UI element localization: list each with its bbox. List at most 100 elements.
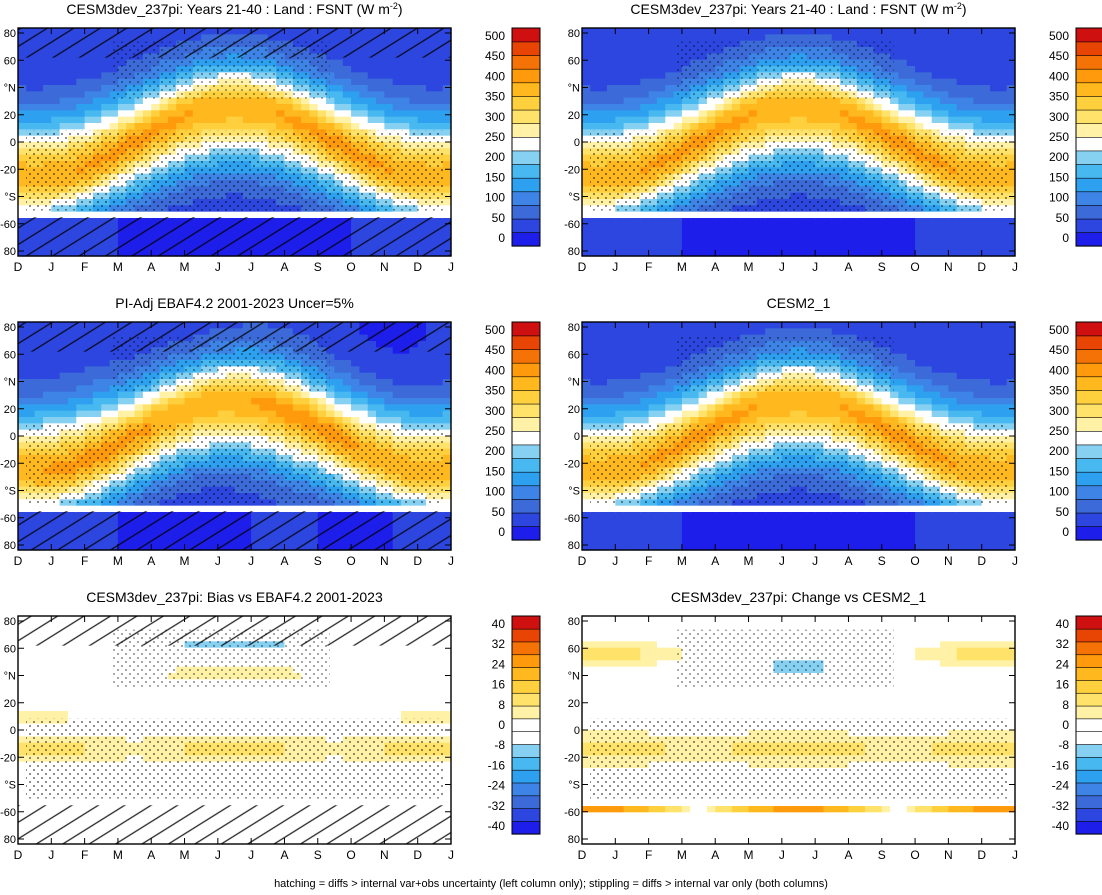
heatmap-cell [923,116,933,124]
heatmap-cell [790,34,800,42]
heatmap-cell [442,135,452,143]
heatmap-cell [84,211,94,219]
heatmap-cell [226,417,236,424]
heatmap-cell [790,211,800,219]
heatmap-cell [631,72,641,80]
heatmap-cell [640,104,650,111]
panel-1: CESM3dev_237pi: Years 21-40 : Land : FSN… [0,1,541,274]
heatmap-cell [598,34,608,42]
heatmap-cell [359,78,369,86]
heatmap-cell [259,116,269,124]
heatmap-cell [251,97,261,105]
heatmap-cell [42,66,52,73]
heatmap-cell [623,53,633,61]
heatmap-cell [831,110,841,118]
heatmap-cell [706,104,716,111]
heatmap-cell [417,104,427,111]
heatmap-cell [51,372,61,380]
heatmap-cell [434,59,444,67]
heatmap-cell [623,78,633,86]
heatmap-cell [881,243,891,251]
heatmap-cell [648,237,658,244]
heatmap-cell [442,180,452,187]
heatmap-cell [998,104,1008,111]
heatmap-cell [92,505,102,513]
heatmap-cell [326,123,336,130]
heatmap-cell [234,123,244,130]
heatmap-cell [184,410,194,418]
heatmap-cell [417,72,427,80]
heatmap-cell [956,85,966,92]
heatmap-cell [798,97,808,105]
heatmap-cell [890,243,900,251]
heatmap-cell [76,116,86,124]
heatmap-cell [681,224,691,232]
heatmap-cell [956,97,966,105]
heatmap-cell [731,28,741,35]
heatmap-cell [673,104,683,111]
heatmap-cell [606,72,616,80]
heatmap-cell [359,123,369,130]
heatmap-cell [442,110,452,118]
heatmap-cell [242,104,252,111]
heatmap-cell [965,72,974,80]
heatmap-cell [773,123,783,130]
heatmap-cell [76,104,86,111]
heatmap-cell [723,34,733,42]
heatmap-cell [590,243,600,251]
heatmap-cell [26,404,36,412]
heatmap-cell [765,237,775,244]
heatmap-cell [606,53,616,61]
heatmap-cell [665,28,675,35]
heatmap-cell [234,410,244,418]
heatmap-cell [209,110,219,118]
heatmap-cell [823,211,833,219]
heatmap-cell [234,505,244,513]
heatmap-cell [723,218,733,225]
heatmap-cell [267,116,277,124]
heatmap-cell [906,53,916,61]
heatmap-cell [923,34,933,42]
heatmap-cell [640,224,650,232]
heatmap-cell [101,404,111,412]
heatmap-cell [192,404,202,412]
heatmap-cell [590,66,600,73]
heatmap-cell [51,404,61,412]
heatmap-cell [965,97,974,105]
heatmap-cell [806,28,816,35]
heatmap-cell [981,78,991,86]
heatmap-cell [915,249,925,257]
heatmap-cell [990,53,999,61]
heatmap-cell [59,116,69,124]
heatmap-cell [76,78,86,86]
heatmap-cell [948,249,958,257]
heatmap-cell [648,230,658,238]
heatmap-cell [790,28,800,35]
y-tick-label: 80 [568,246,580,258]
heatmap-cell [590,47,600,54]
heatmap-cell [251,404,261,412]
heatmap-cell [582,224,591,232]
heatmap-cell [1006,180,1016,187]
colorbar-swatch [511,27,541,43]
heatmap-cell [748,97,758,105]
heatmap-cell [698,28,708,35]
heatmap-cell [756,28,766,35]
heatmap-cell [18,154,27,162]
x-tick-label: N [944,260,953,274]
heatmap-cell [648,72,658,80]
heatmap-cell [898,110,908,118]
heatmap-cell [981,116,991,124]
heatmap-cell [840,116,850,124]
heatmap-cell [1006,40,1016,48]
heatmap-cell [84,78,94,86]
heatmap-cell [973,237,983,244]
heatmap-cell [956,72,966,80]
heatmap-cell [923,78,933,86]
colorbar-label: 400 [485,69,505,83]
heatmap-cell [956,237,966,244]
heatmap-cell [640,116,650,124]
heatmap-cell [590,85,600,92]
heatmap-cell [665,53,675,61]
heatmap-cell [648,211,658,219]
